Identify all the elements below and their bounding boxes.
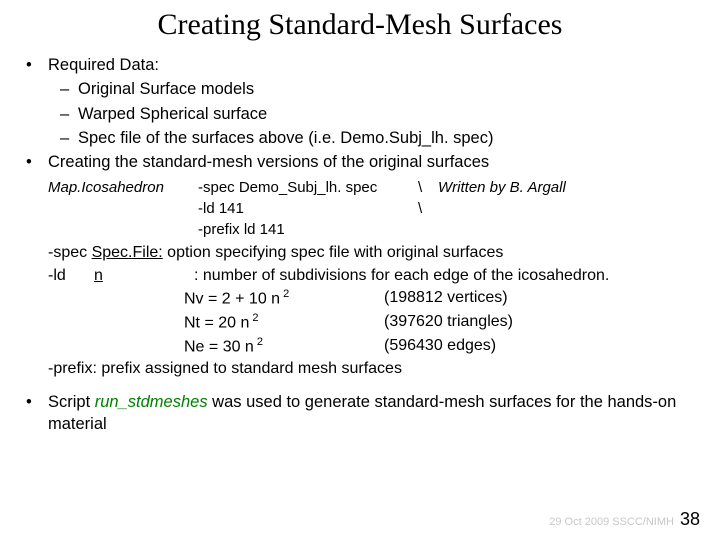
desc-spec-key: -spec bbox=[48, 244, 92, 261]
bullet-text: Required Data: bbox=[48, 56, 159, 74]
option-descriptions: -spec Spec.File: option specifying spec … bbox=[48, 242, 700, 287]
formula-nt-val: (397620 triangles) bbox=[384, 311, 700, 335]
bullet-script-cmd: run_stdmeshes bbox=[95, 393, 208, 411]
cmd-arg-spec: -spec Demo_Subj_lh. spec bbox=[198, 177, 418, 198]
formula-nt: Nt = 20 n 2 bbox=[184, 311, 384, 335]
desc-prefix-text: prefix assigned to standard mesh surface… bbox=[97, 360, 402, 377]
sub-warped-spherical: Warped Spherical surface bbox=[48, 103, 700, 125]
cmd-name: Map.Icosahedron bbox=[48, 177, 198, 198]
desc-prefix: -prefix: prefix assigned to standard mes… bbox=[48, 358, 700, 380]
page-title: Creating Standard-Mesh Surfaces bbox=[20, 8, 700, 42]
footer-date: 29 Oct 2009 SSCC/NIMH bbox=[549, 516, 674, 528]
desc-ld-n: n bbox=[94, 267, 103, 284]
footer: 29 Oct 2009 SSCC/NIMH 38 bbox=[549, 509, 700, 530]
credit: Written by B. Argall bbox=[438, 177, 700, 198]
formula-block: Nv = 2 + 10 n 2 (198812 vertices) Nt = 2… bbox=[184, 287, 700, 358]
desc-ld: -ld n : number of subdivisions for each … bbox=[48, 265, 700, 287]
backslash: \ bbox=[418, 198, 438, 219]
bullet-required-data: Required Data: Original Surface models W… bbox=[20, 54, 700, 149]
cmd-arg-ld: -ld 141 bbox=[198, 198, 418, 219]
desc-prefix-key: -prefix: bbox=[48, 360, 97, 377]
desc-ld-key: -ld bbox=[48, 265, 94, 287]
formula-ne-val: (596430 edges) bbox=[384, 335, 700, 359]
desc-spec-text: option specifying spec file with origina… bbox=[163, 244, 504, 261]
bullet-script: Script run_stdmeshes was used to generat… bbox=[20, 391, 700, 436]
page-number: 38 bbox=[680, 509, 700, 530]
formula-nv-val: (198812 vertices) bbox=[384, 287, 700, 311]
backslash: \ bbox=[418, 177, 438, 198]
formula-nv: Nv = 2 + 10 n 2 bbox=[184, 287, 384, 311]
bullet-creating: Creating the standard-mesh versions of t… bbox=[20, 151, 700, 173]
sub-spec-file: Spec file of the surfaces above (i.e. De… bbox=[48, 127, 700, 149]
desc-ld-text: : number of subdivisions for each edge o… bbox=[194, 265, 700, 287]
formula-ne: Ne = 30 n 2 bbox=[184, 335, 384, 359]
sub-original-surface: Original Surface models bbox=[48, 78, 700, 100]
bullet-script-pre: Script bbox=[48, 393, 95, 411]
cmd-arg-prefix: -prefix ld 141 bbox=[198, 219, 418, 240]
desc-spec: -spec Spec.File: option specifying spec … bbox=[48, 242, 700, 264]
desc-spec-val: Spec.File: bbox=[92, 244, 163, 261]
command-block: Map.Icosahedron -spec Demo_Subj_lh. spec… bbox=[48, 177, 700, 240]
